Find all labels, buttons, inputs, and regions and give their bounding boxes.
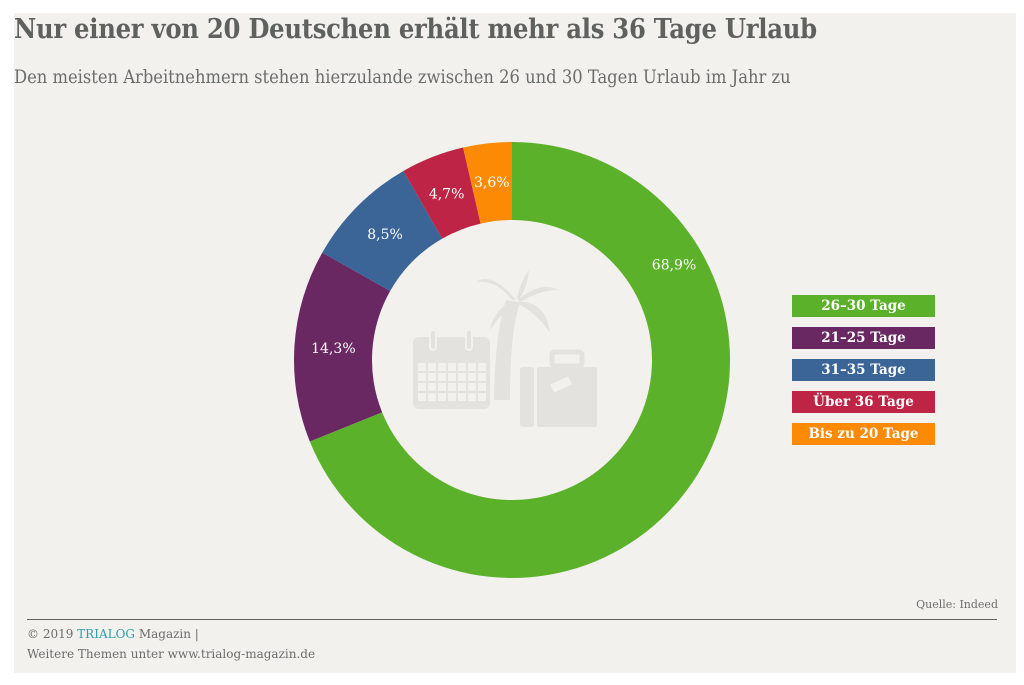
- calendar-cell: [448, 383, 456, 391]
- calendar-cell: [478, 393, 486, 401]
- calendar-cell: [448, 363, 456, 371]
- calendar-cell: [478, 383, 486, 391]
- calendar-cell: [468, 383, 476, 391]
- donut-slices: [293, 142, 730, 579]
- legend-item-bis-20: Bis zu 20 Tage: [792, 423, 935, 445]
- calendar-cell: [418, 383, 426, 391]
- slice-label-1: 14,3%: [311, 341, 355, 357]
- calendar-cell: [438, 363, 446, 371]
- center-illustration: [413, 270, 597, 427]
- calendar-cell: [428, 373, 436, 381]
- more-topics-line: Weitere Themen unter www.trialog-magazin…: [27, 647, 316, 661]
- calendar-cell: [458, 363, 466, 371]
- donut-slice-2: [322, 170, 443, 292]
- slice-label-2: 8,5%: [367, 227, 403, 243]
- slice-label-0: 68,9%: [652, 258, 696, 274]
- donut-slice-3: [403, 147, 481, 239]
- legend-item-31-35: 31–35 Tage: [792, 359, 935, 381]
- calendar-cell: [458, 383, 466, 391]
- calendar-cell: [438, 393, 446, 401]
- copyright-suffix: Magazin |: [135, 627, 199, 641]
- legend-item-26-30: 26–30 Tage: [792, 295, 935, 317]
- calendar-cell: [458, 393, 466, 401]
- footer-divider: [27, 619, 997, 620]
- calendar-cell: [448, 393, 456, 401]
- calendar-cell: [438, 383, 446, 391]
- calendar-cell: [428, 383, 436, 391]
- slice-label-4: 3,6%: [474, 175, 510, 191]
- slice-label-3: 4,7%: [429, 186, 465, 202]
- donut-slice-1: [293, 252, 391, 442]
- calendar-cell: [428, 363, 436, 371]
- donut-labels: 68,9% 14,3% 8,5% 4,7% 3,6%: [311, 175, 696, 357]
- copyright-prefix: © 2019: [27, 627, 78, 641]
- donut-slice-4: [463, 142, 512, 224]
- copyright-line: © 2019 TRIALOG Magazin |: [27, 627, 199, 641]
- calendar-cell: [438, 373, 446, 381]
- calendar-cell: [478, 373, 486, 381]
- legend: 26–30 Tage 21–25 Tage 31–35 Tage Über 36…: [792, 295, 935, 455]
- calendar-cell: [468, 393, 476, 401]
- donut-slice-0: [309, 142, 730, 579]
- calendar-cell: [468, 363, 476, 371]
- palm-tree-icon: [476, 270, 558, 400]
- suitcase-icon: [520, 349, 597, 427]
- calendar-cell: [458, 373, 466, 381]
- calendar-cell: [418, 393, 426, 401]
- source-note: Quelle: Indeed: [916, 598, 998, 611]
- calendar-cell: [418, 363, 426, 371]
- legend-item-21-25: 21–25 Tage: [792, 327, 935, 349]
- chart-subtitle: Den meisten Arbeitnehmern stehen hierzul…: [14, 66, 791, 88]
- legend-item-ueber-36: Über 36 Tage: [792, 391, 935, 413]
- calendar-icon: [413, 329, 490, 409]
- calendar-cell: [418, 373, 426, 381]
- chart-title: Nur einer von 20 Deutschen erhält mehr a…: [14, 14, 817, 45]
- calendar-cell: [448, 373, 456, 381]
- calendar-cell: [428, 393, 436, 401]
- brand-link[interactable]: TRIALOG: [77, 627, 136, 641]
- calendar-cell: [478, 363, 486, 371]
- calendar-cell: [468, 373, 476, 381]
